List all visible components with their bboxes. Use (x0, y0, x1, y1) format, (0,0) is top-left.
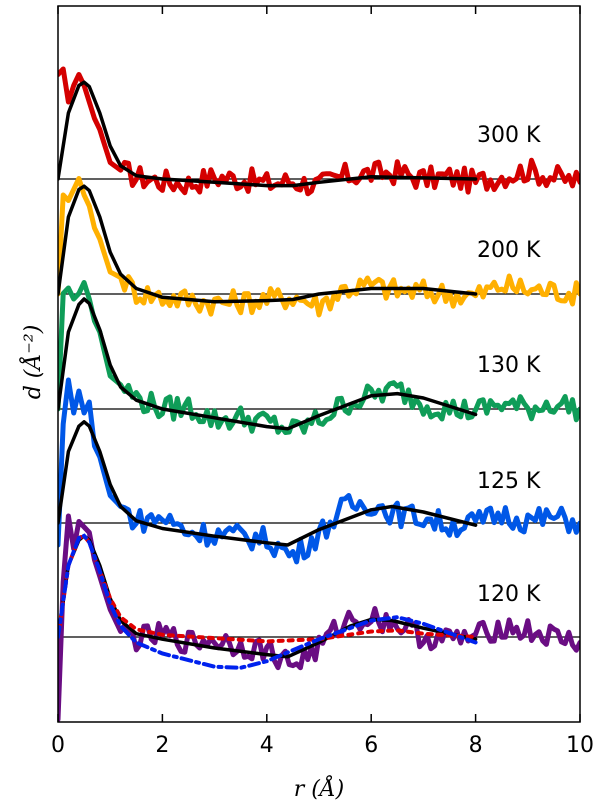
y-axis-title: d (Å⁻²) (18, 325, 46, 400)
axes-frame (57, 5, 581, 723)
temperature-label-1: 200 K (477, 238, 541, 263)
series-model-curve-1 (58, 533, 478, 670)
x-tick-label-0: 0 (51, 733, 65, 758)
x-tick-label-2: 4 (260, 733, 274, 758)
x-tick-label-4: 8 (469, 733, 483, 758)
series-data-4 (58, 513, 580, 722)
series-fit-4 (58, 534, 478, 659)
series-fit-2 (58, 297, 478, 431)
plot-area (58, 66, 580, 722)
x-tick-label-1: 2 (155, 733, 169, 758)
x-axis-title: r (Å) (294, 774, 345, 802)
temperature-label-4: 120 K (477, 582, 541, 607)
x-tick-label-3: 6 (364, 733, 378, 758)
series-fit-0 (58, 80, 478, 188)
series-fit-1 (58, 184, 478, 304)
temperature-label-0: 300 K (477, 123, 541, 148)
x-tick-label-5: 10 (566, 733, 594, 758)
series-fit-3 (58, 420, 478, 547)
temperature-label-2: 130 K (477, 353, 541, 378)
temperature-label-3: 125 K (477, 469, 541, 494)
